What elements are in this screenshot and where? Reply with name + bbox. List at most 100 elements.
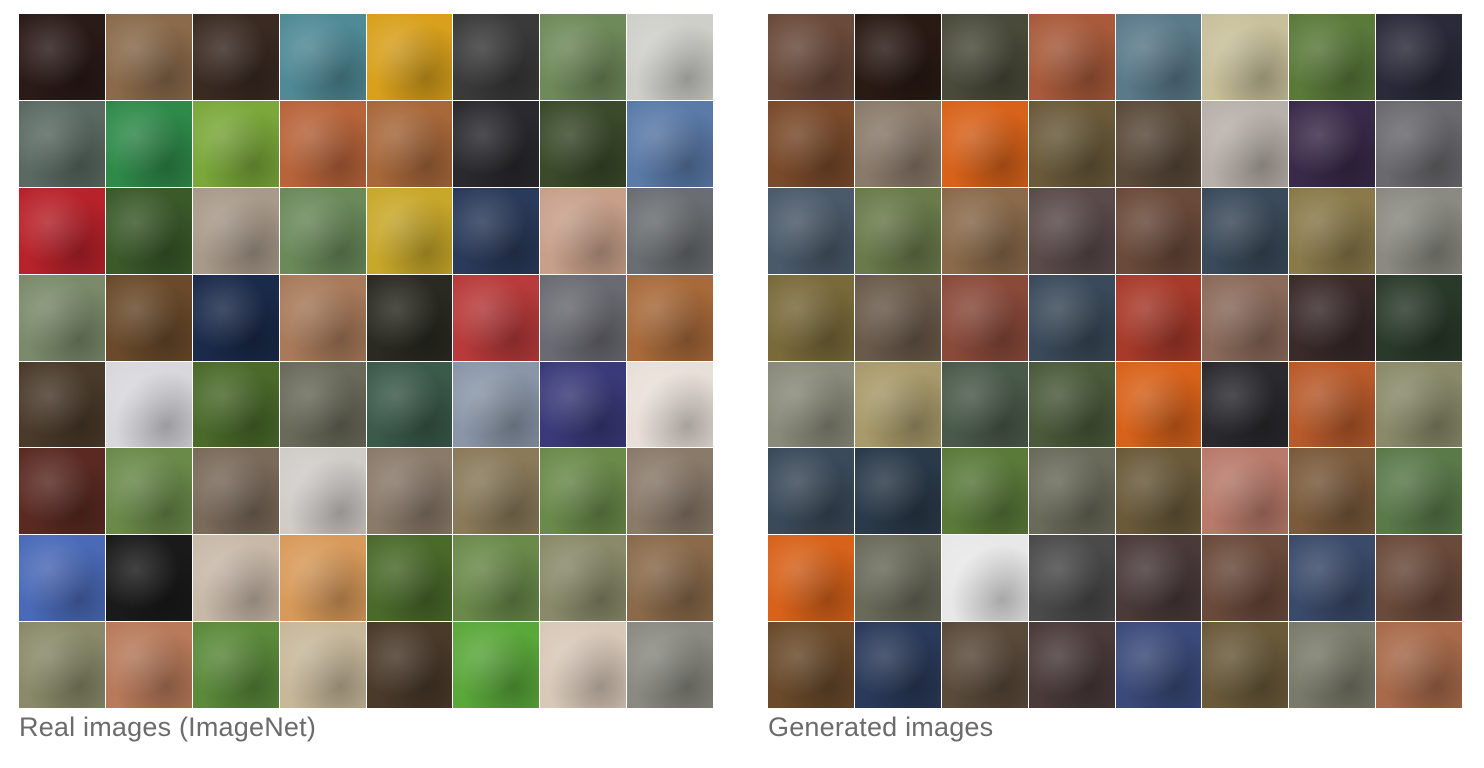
generated-image-tile <box>854 361 941 448</box>
real-image-tile <box>192 622 279 708</box>
real-image-tile <box>19 448 105 535</box>
generated-images-caption: Generated images <box>768 712 994 742</box>
real-image-tile <box>540 187 627 274</box>
real-image-tile <box>279 274 366 361</box>
real-image-tile <box>366 535 453 622</box>
generated-image-tile <box>1115 100 1202 187</box>
real-image-tile <box>19 274 105 361</box>
real-image-tile <box>19 187 105 274</box>
generated-image-tile <box>1028 535 1115 622</box>
generated-image-tile <box>1289 100 1376 187</box>
generated-image-tile <box>1376 448 1462 535</box>
real-image-tile <box>366 622 453 708</box>
real-image-tile <box>105 448 192 535</box>
real-image-tile <box>19 622 105 708</box>
real-image-tile <box>366 361 453 448</box>
generated-image-tile <box>941 274 1028 361</box>
generated-image-tile <box>941 361 1028 448</box>
generated-image-tile <box>854 14 941 100</box>
real-image-tile <box>453 274 540 361</box>
generated-image-tile <box>941 622 1028 708</box>
real-image-tile <box>453 535 540 622</box>
generated-image-tile <box>1376 14 1462 100</box>
real-image-tile <box>192 535 279 622</box>
real-images-panel <box>19 14 713 708</box>
real-image-tile <box>627 622 713 708</box>
real-image-tile <box>366 14 453 100</box>
real-image-tile <box>279 361 366 448</box>
real-image-tile <box>453 361 540 448</box>
generated-image-tile <box>1028 361 1115 448</box>
generated-image-tile <box>1289 448 1376 535</box>
generated-image-tile <box>1376 535 1462 622</box>
generated-image-tile <box>1202 535 1289 622</box>
real-image-tile <box>192 14 279 100</box>
real-image-tile <box>279 187 366 274</box>
real-image-tile <box>627 100 713 187</box>
real-image-tile <box>453 100 540 187</box>
real-image-tile <box>627 535 713 622</box>
real-image-tile <box>105 274 192 361</box>
real-image-tile <box>105 187 192 274</box>
generated-image-tile <box>854 622 941 708</box>
generated-image-tile <box>854 535 941 622</box>
real-image-tile <box>279 100 366 187</box>
generated-image-tile <box>1202 361 1289 448</box>
real-image-tile <box>366 448 453 535</box>
generated-image-tile <box>1289 622 1376 708</box>
real-image-tile <box>279 14 366 100</box>
real-image-tile <box>540 448 627 535</box>
generated-images-panel <box>768 14 1462 708</box>
generated-image-tile <box>941 448 1028 535</box>
real-image-tile <box>366 100 453 187</box>
generated-image-tile <box>1115 448 1202 535</box>
real-image-tile <box>192 187 279 274</box>
generated-image-tile <box>1115 622 1202 708</box>
generated-image-tile <box>768 622 854 708</box>
real-image-tile <box>453 187 540 274</box>
real-image-tile <box>627 274 713 361</box>
real-image-tile <box>540 274 627 361</box>
real-image-tile <box>19 535 105 622</box>
generated-image-tile <box>768 100 854 187</box>
generated-image-tile <box>854 448 941 535</box>
generated-image-tile <box>768 14 854 100</box>
generated-image-tile <box>1028 274 1115 361</box>
generated-image-tile <box>1289 535 1376 622</box>
real-image-tile <box>279 535 366 622</box>
real-image-tile <box>453 14 540 100</box>
real-image-tile <box>192 448 279 535</box>
generated-image-tile <box>768 535 854 622</box>
real-image-tile <box>540 100 627 187</box>
real-image-tile <box>279 622 366 708</box>
real-image-tile <box>366 274 453 361</box>
generated-image-tile <box>854 274 941 361</box>
real-image-tile <box>627 187 713 274</box>
real-image-tile <box>105 100 192 187</box>
generated-image-tile <box>1202 448 1289 535</box>
real-image-tile <box>192 100 279 187</box>
generated-image-tile <box>1376 100 1462 187</box>
generated-image-tile <box>1028 100 1115 187</box>
real-image-tile <box>105 361 192 448</box>
generated-image-tile <box>1202 187 1289 274</box>
generated-image-tile <box>1376 622 1462 708</box>
real-image-tile <box>540 14 627 100</box>
generated-image-tile <box>1376 274 1462 361</box>
real-image-tile <box>105 14 192 100</box>
generated-image-tile <box>1289 361 1376 448</box>
real-image-tile <box>540 361 627 448</box>
generated-image-tile <box>1202 14 1289 100</box>
generated-image-tile <box>768 187 854 274</box>
generated-image-tile <box>1028 448 1115 535</box>
real-image-tile <box>19 361 105 448</box>
real-image-tile <box>279 448 366 535</box>
generated-image-tile <box>941 187 1028 274</box>
real-image-tile <box>627 448 713 535</box>
generated-image-tile <box>1115 14 1202 100</box>
real-image-tile <box>627 14 713 100</box>
generated-image-tile <box>1115 535 1202 622</box>
generated-image-tile <box>1028 14 1115 100</box>
real-image-tile <box>19 14 105 100</box>
generated-image-tile <box>854 100 941 187</box>
